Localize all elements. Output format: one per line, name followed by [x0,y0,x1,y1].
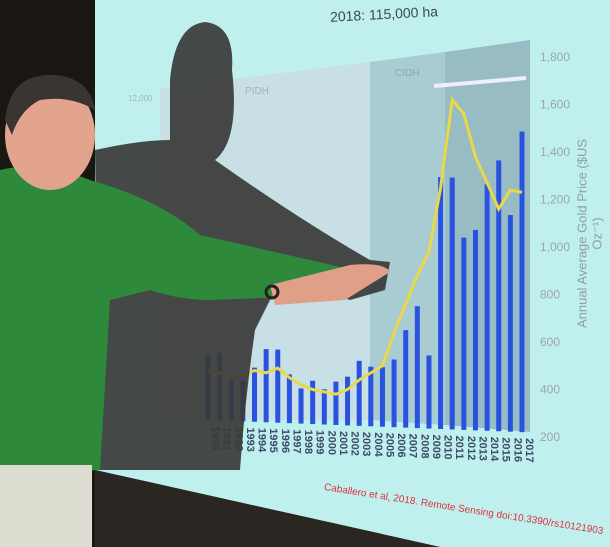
year-label-2006: 2006 [395,433,407,457]
year-label-2005: 2005 [383,433,395,457]
year-label-1998: 1998 [302,430,314,454]
presenter-shirt [0,166,349,475]
year-label-2001: 2001 [337,431,349,455]
right-axis-label: Annual Average Gold Price ($US Oz⁻¹) [574,138,605,329]
bar-2002 [345,376,351,426]
bar-2000 [321,389,327,425]
presenter-pants [0,465,92,547]
year-label-1993: 1993 [244,427,256,451]
year-label-2003: 2003 [360,432,372,456]
wristwatch [264,284,280,300]
bar-1999 [310,380,316,425]
bar-1995 [263,349,269,423]
bar-2004 [368,366,374,427]
bar-2011 [449,177,455,430]
gold-price-line [207,96,523,396]
left-axis-tick: 12,000 [128,94,153,103]
bar-1994 [252,367,258,422]
right-axis-tick-400: 400 [540,383,560,397]
year-label-2009: 2009 [430,435,442,459]
year-label-2002: 2002 [349,431,361,455]
bar-2012 [461,237,467,430]
year-label-1999: 1999 [314,430,326,454]
right-axis-tick-1,600: 1,600 [540,98,570,112]
bar-2003 [356,360,362,426]
band-label-pidh: PIDH [245,86,269,97]
bar-2015 [496,160,502,432]
band-label-cidh: CIDH [395,68,420,79]
right-axis-tick-1,200: 1,200 [540,193,570,207]
year-label-2017: 2017 [523,438,535,462]
year-label-1995: 1995 [267,428,279,452]
right-axis-tick-1,400: 1,400 [540,145,570,159]
year-label-2013: 2013 [476,436,488,460]
bar-2016 [507,215,513,432]
year-label-2008: 2008 [418,434,430,458]
bar-2005 [379,367,385,427]
year-label-2012: 2012 [465,436,477,460]
band-cidh [370,52,445,425]
right-axis-tick-800: 800 [540,288,560,302]
year-label-2007: 2007 [407,434,419,458]
bar-1996 [275,349,281,423]
bar-2010 [438,177,444,429]
bar-2001 [333,381,339,425]
bar-2013 [472,229,478,431]
right-axis-tick-600: 600 [540,335,560,349]
year-label-1996: 1996 [279,429,291,453]
right-axis-tick-200: 200 [540,430,560,444]
presenter-hair [5,74,95,135]
bar-2007 [403,330,409,428]
year-label-2004: 2004 [372,432,384,457]
period-bracket [433,76,527,88]
right-axis-tick-1,800: 1,800 [540,50,570,64]
bar-2017 [519,131,525,433]
wall-below-screen [95,470,440,547]
bar-2014 [484,184,490,431]
right-axis-tick-1,000: 1,000 [540,240,570,254]
presenter-hand [270,264,390,305]
year-label-1994: 1994 [256,428,268,453]
year-label-2000: 2000 [325,431,337,455]
year-label-2011: 2011 [453,435,465,459]
bar-1998 [298,388,304,424]
year-label-1997: 1997 [290,429,302,453]
year-label-2015: 2015 [500,437,512,461]
bar-1997 [286,374,292,424]
bar-2008 [414,306,420,429]
year-label-2014: 2014 [488,437,500,462]
bar-2006 [391,359,397,428]
year-label-2010: 2010 [442,435,454,459]
bar-2009 [426,355,432,429]
year-label-2016: 2016 [511,438,523,462]
